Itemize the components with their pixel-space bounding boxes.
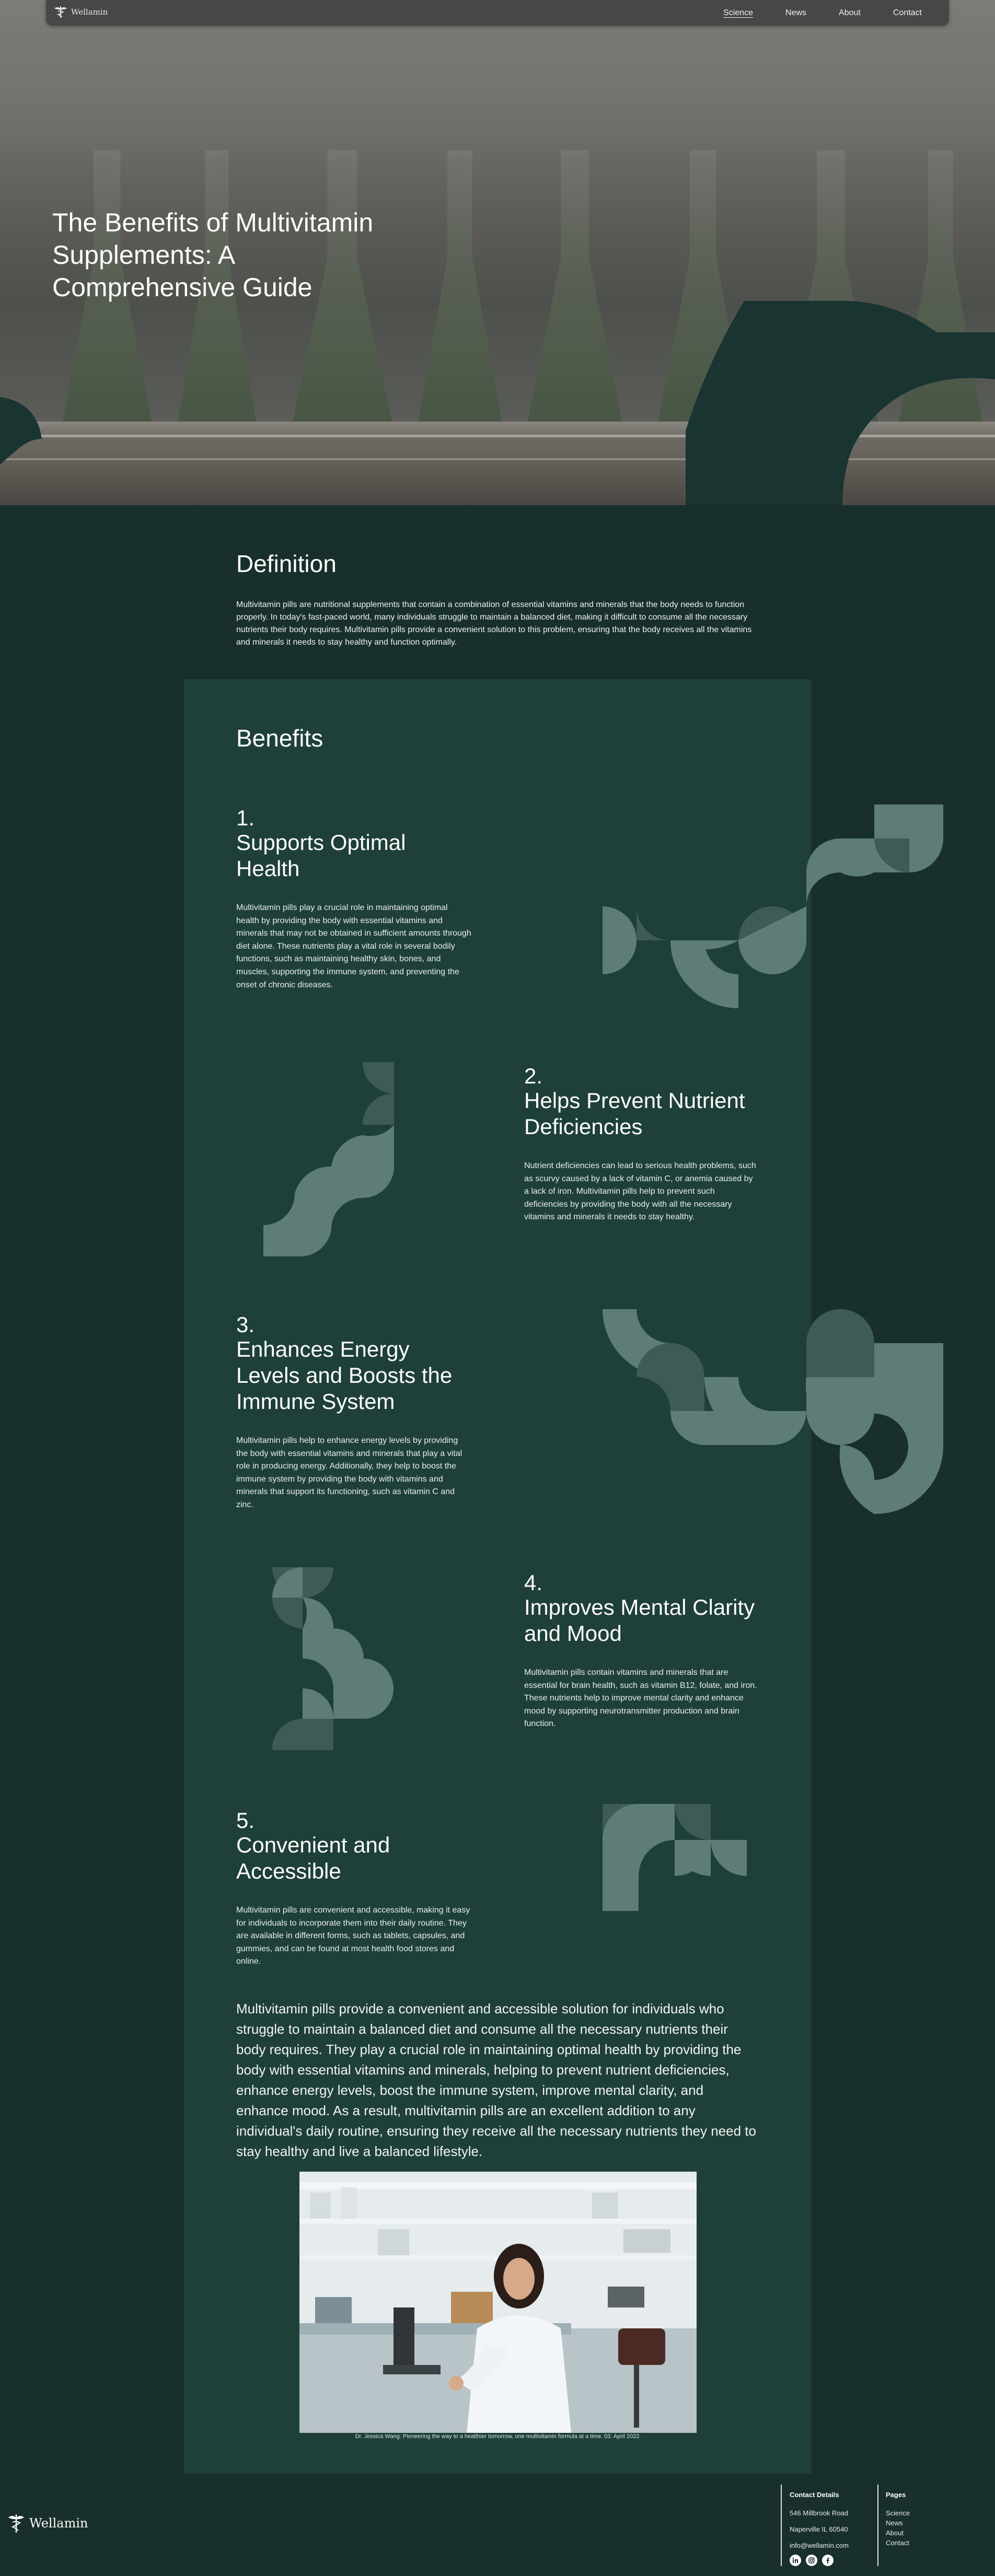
benefit-body: Multivitamin pills help to enhance energ… bbox=[236, 1436, 462, 1509]
definition-heading: Definition bbox=[236, 550, 337, 577]
nav-link-about[interactable]: About bbox=[839, 8, 861, 17]
hero-haze bbox=[0, 0, 995, 172]
benefit-body: Multivitamin pills are convenient and ac… bbox=[236, 1906, 470, 1966]
benefit-body: Multivitamin pills play a crucial role i… bbox=[236, 903, 471, 989]
footer-contact-column: Contact Details 546 Millbrook Road Naper… bbox=[790, 2491, 849, 2566]
benefit-number: 3. bbox=[236, 1312, 255, 1337]
footer-email[interactable]: info@wellamin.com bbox=[790, 2542, 849, 2549]
hero-decorative-shape bbox=[0, 397, 42, 465]
definition-section: Definition Multivitamin pills are nutrit… bbox=[236, 551, 759, 649]
footer-contact-heading: Contact Details bbox=[790, 2491, 839, 2499]
footer-page-link-contact[interactable]: Contact bbox=[886, 2539, 909, 2547]
definition-body: Multivitamin pills are nutritional suppl… bbox=[236, 600, 752, 647]
photo-caption: Dr. Jessica Wang: Pioneering the way to … bbox=[355, 2433, 641, 2440]
hero-section: The Benefits of Multivitamin Supplements… bbox=[0, 0, 995, 505]
lab-scene-illustration bbox=[299, 2172, 697, 2433]
benefit-body: Nutrient deficiencies can lead to seriou… bbox=[524, 1161, 756, 1222]
caduceus-icon bbox=[8, 2514, 24, 2533]
footer-social-icons bbox=[790, 2555, 849, 2566]
footer-divider bbox=[781, 2485, 782, 2566]
hero-decorative-shape bbox=[686, 301, 995, 505]
footer-page-link-science[interactable]: Science bbox=[886, 2509, 910, 2517]
footer-page-link-about[interactable]: About bbox=[886, 2529, 904, 2537]
benefit-item: 5. Convenient and Accessible Multivitami… bbox=[236, 1809, 471, 1968]
footer-brand-logo[interactable]: Wellamin bbox=[7, 2513, 88, 2534]
summary-paragraph: Multivitamin pills provide a convenient … bbox=[236, 2001, 756, 2159]
footer-address-line: 546 Millbrook Road bbox=[790, 2509, 849, 2517]
benefit-title: Supports Optimal Health bbox=[236, 830, 406, 881]
benefit-title: Convenient and Accessible bbox=[236, 1833, 390, 1883]
benefit-number: 1. bbox=[236, 806, 255, 830]
linkedin-icon[interactable] bbox=[790, 2555, 801, 2566]
footer-page-link-news[interactable]: News bbox=[886, 2519, 903, 2527]
benefit-item: 1. Supports Optimal Health Multivitamin … bbox=[236, 807, 471, 992]
benefit-number: 2. bbox=[524, 1064, 543, 1088]
benefit-body: Multivitamin pills contain vitamins and … bbox=[524, 1668, 757, 1729]
benefit-title: Improves Mental Clarity and Mood bbox=[524, 1595, 755, 1646]
brand-name: Wellamin bbox=[71, 7, 108, 17]
scientist-photo bbox=[299, 2172, 697, 2433]
nav-link-contact[interactable]: Contact bbox=[893, 8, 922, 17]
top-navbar: Wellamin Science News About Contact bbox=[46, 0, 949, 26]
benefit-number: 5. bbox=[236, 1808, 255, 1833]
footer-brand-name: Wellamin bbox=[29, 2516, 88, 2531]
hero-flask bbox=[528, 150, 622, 422]
hero-flask bbox=[418, 150, 502, 422]
decorative-shape bbox=[263, 1062, 394, 1256]
decorative-shape bbox=[272, 1567, 394, 1750]
benefit-number: 4. bbox=[524, 1570, 543, 1595]
hero-title: The Benefits of Multivitamin Supplements… bbox=[52, 208, 374, 302]
benefit-item: 4. Improves Mental Clarity and Mood Mult… bbox=[524, 1571, 759, 1731]
decorative-shape bbox=[603, 805, 943, 1008]
benefits-heading: Benefits bbox=[236, 725, 323, 752]
facebook-icon[interactable] bbox=[822, 2555, 834, 2566]
brand-logo[interactable]: Wellamin bbox=[53, 5, 108, 19]
benefit-item: 3. Enhances Energy Levels and Boosts the… bbox=[236, 1313, 471, 1512]
benefit-title: Helps Prevent Nutrient Deficiencies bbox=[524, 1088, 745, 1139]
footer-address-line: Naperville IL 60540 bbox=[790, 2525, 848, 2533]
footer-pages-heading: Pages bbox=[886, 2491, 906, 2499]
footer-pages-column: Pages Science News About Contact bbox=[886, 2491, 910, 2548]
nav-link-science[interactable]: Science bbox=[723, 8, 754, 17]
decorative-shape bbox=[603, 1804, 747, 1911]
instagram-icon[interactable] bbox=[806, 2555, 817, 2566]
caduceus-icon bbox=[54, 6, 67, 18]
nav-link-news[interactable]: News bbox=[785, 8, 807, 17]
benefit-item: 2. Helps Prevent Nutrient Deficiencies N… bbox=[524, 1065, 759, 1224]
decorative-shape bbox=[603, 1309, 943, 1514]
benefit-title: Enhances Energy Levels and Boosts the Im… bbox=[236, 1337, 453, 1414]
nav-links: Science News About Contact bbox=[723, 0, 949, 26]
footer-divider bbox=[877, 2485, 878, 2566]
